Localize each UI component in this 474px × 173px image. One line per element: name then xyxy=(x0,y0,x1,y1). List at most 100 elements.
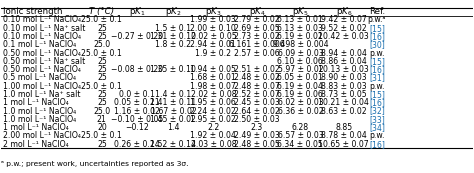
Text: 1.68 ± 0.01: 1.68 ± 0.01 xyxy=(191,73,237,82)
Text: 8.83 ± 0.03: 8.83 ± 0.03 xyxy=(321,82,366,91)
Text: 2.00 mol L⁻¹ NaClO₄: 2.00 mol L⁻¹ NaClO₄ xyxy=(2,131,81,140)
Text: 0.50 mol L⁻¹ Na⁺ salt: 0.50 mol L⁻¹ Na⁺ salt xyxy=(2,57,85,66)
Text: 0.50 mol L⁻¹ NaClO₄: 0.50 mol L⁻¹ NaClO₄ xyxy=(2,65,81,74)
Text: 2.2: 2.2 xyxy=(207,123,219,132)
Text: 6.13 ± 0.03: 6.13 ± 0.03 xyxy=(277,24,323,33)
Text: 9.52 ± 0.02: 9.52 ± 0.02 xyxy=(321,24,366,33)
Text: 6.57 ± 0.03: 6.57 ± 0.03 xyxy=(277,131,323,140)
Text: 1.45 ± 0.02: 1.45 ± 0.02 xyxy=(151,115,196,124)
Text: 2.00 ± 0.10: 2.00 ± 0.10 xyxy=(191,24,236,33)
Text: [15]: [15] xyxy=(369,90,385,99)
Text: 1.16 ± 0.02: 1.16 ± 0.02 xyxy=(114,107,160,116)
Text: 1.9 ± 0.2: 1.9 ± 0.2 xyxy=(195,49,231,58)
Text: 6.10 ± 0.06: 6.10 ± 0.06 xyxy=(277,57,323,66)
Text: [16]: [16] xyxy=(369,65,385,74)
Text: 25: 25 xyxy=(97,98,107,107)
Text: p.w.ᵃ: p.w.ᵃ xyxy=(368,15,386,24)
Text: ᵃ p.w.; present work, uncertainties reported as 3σ.: ᵃ p.w.; present work, uncertainties repo… xyxy=(0,161,188,167)
Text: 1.41 ± 0.11: 1.41 ± 0.11 xyxy=(150,98,197,107)
Text: 6.28: 6.28 xyxy=(292,123,309,132)
Text: 25.0 ± 0.1: 25.0 ± 0.1 xyxy=(82,82,122,91)
Text: 8.63 ± 0.02: 8.63 ± 0.02 xyxy=(321,107,366,116)
Text: 6.05 ± 0.01: 6.05 ± 0.01 xyxy=(277,73,323,82)
Text: 25.0: 25.0 xyxy=(93,40,110,49)
Text: p$\mathit{K}$$_{4}$: p$\mathit{K}$$_{4}$ xyxy=(248,5,265,18)
Text: 0.0 ± 0.1: 0.0 ± 0.1 xyxy=(119,90,155,99)
Text: 6.34 ± 0.05: 6.34 ± 0.05 xyxy=(277,140,323,149)
Text: 10.21 ± 0.04: 10.21 ± 0.04 xyxy=(319,98,369,107)
Text: 6.19 ± 0.02: 6.19 ± 0.02 xyxy=(277,32,323,41)
Text: 1.4 ± 0.1: 1.4 ± 0.1 xyxy=(155,90,191,99)
Text: 6.09 ± 0.03: 6.09 ± 0.03 xyxy=(277,49,323,58)
Text: 10.42 ± 0.03: 10.42 ± 0.03 xyxy=(319,32,369,41)
Text: 2.02 ± 0.08: 2.02 ± 0.08 xyxy=(191,90,236,99)
Text: 25: 25 xyxy=(97,32,107,41)
Text: 2.79 ± 0.02: 2.79 ± 0.02 xyxy=(234,15,280,24)
Text: 0.5 mol L⁻¹ NaClO₄: 0.5 mol L⁻¹ NaClO₄ xyxy=(2,73,75,82)
Text: 1.0 mol L⁻¹ NaClO₄: 1.0 mol L⁻¹ NaClO₄ xyxy=(2,107,76,116)
Text: 6.02 ± 0.03: 6.02 ± 0.03 xyxy=(277,98,323,107)
Text: 2.48 ± 0.02: 2.48 ± 0.02 xyxy=(234,73,280,82)
Text: 25: 25 xyxy=(97,24,107,33)
Text: 1.92 ± 0.04: 1.92 ± 0.04 xyxy=(191,131,237,140)
Text: 8.78 ± 0.04: 8.78 ± 0.04 xyxy=(321,131,367,140)
Text: 6.36 ± 0.02: 6.36 ± 0.02 xyxy=(277,107,323,116)
Text: [34]: [34] xyxy=(369,123,385,132)
Text: 1.98 ± 0.07: 1.98 ± 0.07 xyxy=(191,82,236,91)
Text: [33]: [33] xyxy=(369,115,385,124)
Text: 9.498 ± 0.004: 9.498 ± 0.004 xyxy=(273,40,328,49)
Text: 0.50 mol L⁻¹ NaClO₄: 0.50 mol L⁻¹ NaClO₄ xyxy=(2,49,81,58)
Text: 0.10 mol L⁻¹ NaClO₄: 0.10 mol L⁻¹ NaClO₄ xyxy=(2,32,81,41)
Text: 25: 25 xyxy=(97,90,107,99)
Text: 0.26 ± 0.24: 0.26 ± 0.24 xyxy=(114,140,160,149)
Text: Ref.: Ref. xyxy=(369,7,385,16)
Text: Ionic strength: Ionic strength xyxy=(2,7,62,16)
Text: 2.51 ± 0.02: 2.51 ± 0.02 xyxy=(234,65,280,74)
Text: 25.0 ± 0.1: 25.0 ± 0.1 xyxy=(82,131,122,140)
Text: 2.45 ± 0.03: 2.45 ± 0.03 xyxy=(234,98,280,107)
Text: 2.73 ± 0.02: 2.73 ± 0.02 xyxy=(234,32,280,41)
Text: 1.95 ± 0.06: 1.95 ± 0.06 xyxy=(191,98,236,107)
Text: 25: 25 xyxy=(97,140,107,149)
Text: 1.0 mol L⁻¹ Na⁺ salt: 1.0 mol L⁻¹ Na⁺ salt xyxy=(2,90,80,99)
Text: 0.1 mol L⁻¹ NaClO₄: 0.1 mol L⁻¹ NaClO₄ xyxy=(2,40,76,49)
Text: [32]: [32] xyxy=(369,107,385,116)
Text: [31]: [31] xyxy=(369,73,385,82)
Text: 8.90 ± 0.03: 8.90 ± 0.03 xyxy=(321,73,366,82)
Text: 2.64 ± 0.02: 2.64 ± 0.02 xyxy=(234,107,280,116)
Text: 1.4: 1.4 xyxy=(167,123,180,132)
Text: 8.86 ± 0.04: 8.86 ± 0.04 xyxy=(321,57,367,66)
Text: 20: 20 xyxy=(97,123,107,132)
Text: −0.12: −0.12 xyxy=(125,123,149,132)
Text: −0.08 ± 0.20: −0.08 ± 0.20 xyxy=(111,65,163,74)
Text: 25.0 ± 0.1: 25.0 ± 0.1 xyxy=(82,49,122,58)
Text: 2.02 ± 0.05: 2.02 ± 0.05 xyxy=(191,32,236,41)
Text: p.w.: p.w. xyxy=(369,49,384,58)
Text: 25: 25 xyxy=(97,73,107,82)
Text: p$\mathit{K}$$_{3}$: p$\mathit{K}$$_{3}$ xyxy=(205,5,222,18)
Text: 2 mol L⁻¹ NaClO₄: 2 mol L⁻¹ NaClO₄ xyxy=(2,140,68,149)
Text: [16]: [16] xyxy=(369,98,385,107)
Text: [15]: [15] xyxy=(369,24,385,33)
Text: [16]: [16] xyxy=(369,140,385,149)
Text: 6.19 ± 0.04: 6.19 ± 0.04 xyxy=(277,82,323,91)
Text: 25: 25 xyxy=(97,57,107,66)
Text: −0.27 ± 0.20: −0.27 ± 0.20 xyxy=(111,32,163,41)
Text: 2.48 ± 0.07: 2.48 ± 0.07 xyxy=(234,82,280,91)
Text: [30]: [30] xyxy=(369,40,385,49)
Text: 10.13 ± 0.03: 10.13 ± 0.03 xyxy=(319,65,369,74)
Text: 1.52 ± 0.14: 1.52 ± 0.14 xyxy=(150,140,196,149)
Text: 2.03 ± 0.08: 2.03 ± 0.08 xyxy=(191,140,236,149)
Text: 1.67 ± 0.02: 1.67 ± 0.02 xyxy=(151,107,196,116)
Text: 0.10 mol L⁻¹ Na⁺ salt: 0.10 mol L⁻¹ Na⁺ salt xyxy=(2,24,85,33)
Text: 2.57 ± 0.06: 2.57 ± 0.06 xyxy=(234,49,280,58)
Text: 1.00 mol L⁻¹ NaClO₄: 1.00 mol L⁻¹ NaClO₄ xyxy=(2,82,81,91)
Text: 8.85: 8.85 xyxy=(335,123,352,132)
Text: 2.24 ± 0.02: 2.24 ± 0.02 xyxy=(191,107,236,116)
Text: 6.19 ± 0.06: 6.19 ± 0.06 xyxy=(277,90,323,99)
Text: 2.3: 2.3 xyxy=(251,123,263,132)
Text: 1.99 ± 0.03: 1.99 ± 0.03 xyxy=(191,15,236,24)
Text: 9.42 ± 0.07: 9.42 ± 0.07 xyxy=(321,15,367,24)
Text: p$\mathit{K}$$_{6}$: p$\mathit{K}$$_{6}$ xyxy=(336,5,352,18)
Text: 6.13 ± 0.01: 6.13 ± 0.01 xyxy=(277,15,323,24)
